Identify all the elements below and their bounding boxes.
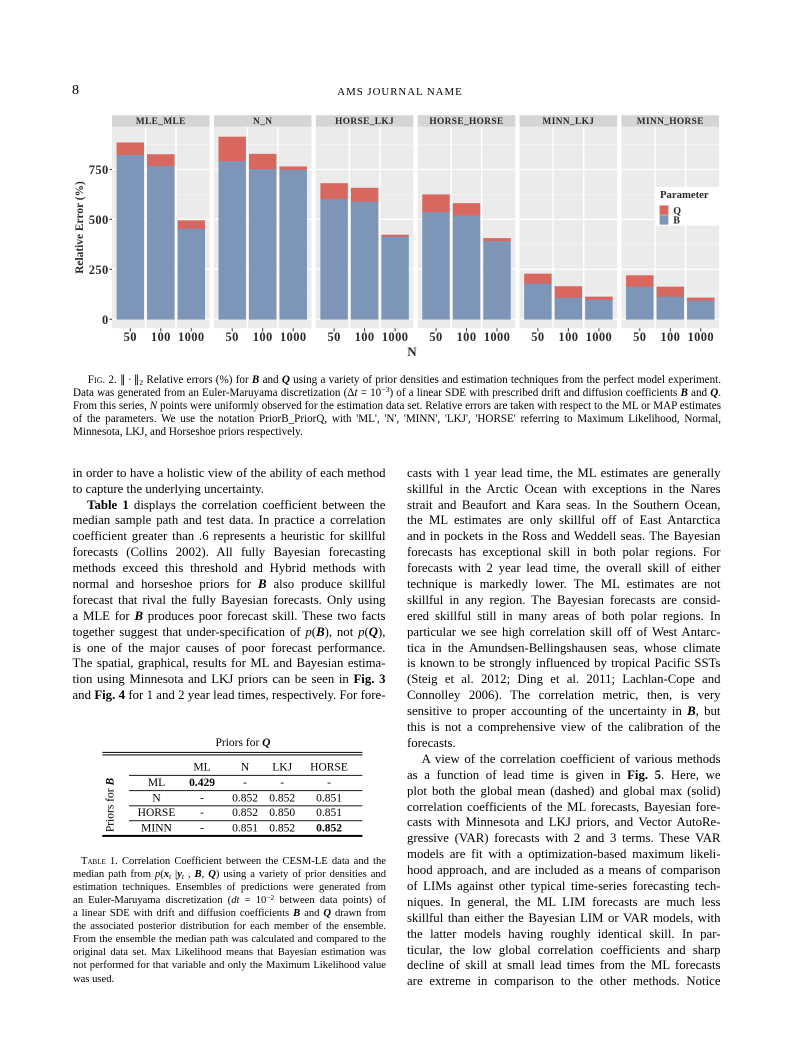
svg-text:50: 50 (429, 330, 442, 344)
svg-text:MINN_HORSE: MINN_HORSE (637, 117, 704, 127)
svg-text:0.852: 0.852 (316, 823, 342, 835)
svg-text:-: - (200, 823, 204, 835)
svg-text:LKJ: LKJ (272, 761, 292, 773)
svg-text:1000: 1000 (382, 330, 409, 344)
svg-text:Priors for B: Priors for B (105, 778, 117, 833)
svg-text:100: 100 (151, 330, 171, 344)
svg-text:N_N: N_N (253, 117, 272, 127)
svg-text:MINN: MINN (141, 823, 172, 835)
svg-text:0: 0 (102, 313, 109, 327)
svg-text:Priors for Q: Priors for Q (216, 738, 271, 749)
svg-text:1000: 1000 (687, 330, 714, 344)
svg-text:100: 100 (660, 330, 680, 344)
svg-text:N: N (241, 761, 250, 773)
svg-text:0.851: 0.851 (316, 807, 342, 819)
svg-text:50: 50 (531, 330, 544, 344)
svg-text:500: 500 (89, 213, 109, 227)
svg-text:50: 50 (226, 330, 239, 344)
svg-text:100: 100 (253, 330, 273, 344)
svg-text:100: 100 (355, 330, 375, 344)
svg-text:HORSE: HORSE (138, 807, 176, 819)
svg-text:HORSE: HORSE (310, 761, 348, 773)
svg-text:ML: ML (193, 761, 210, 773)
svg-text:100: 100 (558, 330, 578, 344)
svg-text:1000: 1000 (280, 330, 307, 344)
svg-text:HORSE_LKJ: HORSE_LKJ (335, 117, 394, 127)
svg-text:B: B (673, 216, 680, 227)
svg-text:MINN_LKJ: MINN_LKJ (543, 117, 595, 127)
svg-text:-: - (327, 777, 331, 789)
svg-text:-: - (280, 777, 284, 789)
svg-text:0.852: 0.852 (232, 792, 258, 804)
svg-text:0.429: 0.429 (189, 777, 215, 789)
svg-text:750: 750 (89, 163, 109, 177)
svg-text:ML: ML (148, 777, 165, 789)
svg-text:50: 50 (124, 330, 137, 344)
svg-text:-: - (243, 777, 247, 789)
svg-text:N: N (152, 792, 161, 804)
svg-text:MLE_MLE: MLE_MLE (136, 117, 186, 127)
svg-text:Parameter: Parameter (660, 189, 709, 201)
svg-text:1000: 1000 (484, 330, 511, 344)
svg-text:Q: Q (673, 206, 681, 217)
svg-text:1000: 1000 (178, 330, 205, 344)
svg-text:0.851: 0.851 (232, 823, 258, 835)
svg-text:100: 100 (457, 330, 477, 344)
svg-text:0.851: 0.851 (316, 792, 342, 804)
svg-text:0.852: 0.852 (232, 807, 258, 819)
svg-text:HORSE_HORSE: HORSE_HORSE (429, 117, 503, 127)
svg-text:1000: 1000 (586, 330, 613, 344)
svg-text:0.850: 0.850 (269, 807, 295, 819)
svg-text:-: - (200, 792, 204, 804)
svg-text:-: - (200, 807, 204, 819)
svg-text:0.852: 0.852 (269, 823, 295, 835)
svg-text:50: 50 (327, 330, 340, 344)
svg-text:250: 250 (89, 263, 109, 277)
svg-text:50: 50 (633, 330, 646, 344)
svg-text:N: N (407, 344, 417, 359)
svg-text:0.852: 0.852 (269, 792, 295, 804)
svg-text:Relative Error (%): Relative Error (%) (74, 181, 86, 274)
